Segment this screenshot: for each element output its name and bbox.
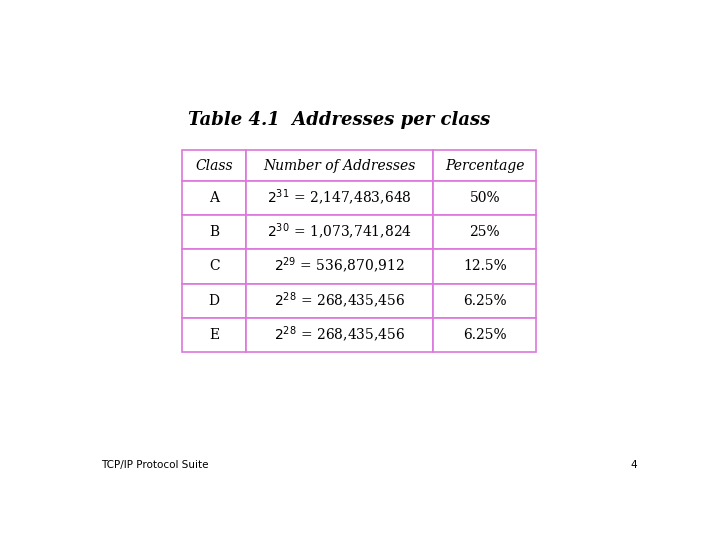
- Text: C: C: [209, 259, 220, 273]
- Bar: [433, 150, 536, 181]
- Text: D: D: [209, 294, 220, 308]
- Bar: [433, 284, 536, 318]
- Bar: [246, 181, 433, 215]
- Bar: [182, 150, 246, 181]
- Text: $2^{28}$ = 268,435,456: $2^{28}$ = 268,435,456: [274, 291, 405, 310]
- Text: B: B: [209, 225, 219, 239]
- Bar: [182, 318, 246, 352]
- Text: 4: 4: [630, 460, 637, 470]
- Bar: [182, 181, 246, 215]
- Bar: [246, 150, 433, 181]
- Text: Percentage: Percentage: [445, 159, 525, 173]
- Bar: [182, 215, 246, 249]
- Text: 6.25%: 6.25%: [463, 328, 507, 342]
- Bar: [246, 284, 433, 318]
- Bar: [182, 284, 246, 318]
- Text: 25%: 25%: [469, 225, 500, 239]
- Text: Class: Class: [195, 159, 233, 173]
- Bar: [246, 215, 433, 249]
- Bar: [433, 215, 536, 249]
- Bar: [433, 181, 536, 215]
- Bar: [182, 249, 246, 284]
- Bar: [433, 249, 536, 284]
- Bar: [433, 318, 536, 352]
- Text: $2^{29}$ = 536,870,912: $2^{29}$ = 536,870,912: [274, 256, 405, 276]
- Text: $2^{30}$ = 1,073,741,824: $2^{30}$ = 1,073,741,824: [267, 222, 413, 242]
- Bar: [246, 249, 433, 284]
- Text: Number of Addresses: Number of Addresses: [264, 159, 416, 173]
- Text: 12.5%: 12.5%: [463, 259, 507, 273]
- Text: Table 4.1  Addresses per class: Table 4.1 Addresses per class: [188, 111, 490, 129]
- Text: 50%: 50%: [469, 191, 500, 205]
- Text: $2^{31}$ = 2,147,483,648: $2^{31}$ = 2,147,483,648: [267, 188, 412, 208]
- Text: E: E: [209, 328, 219, 342]
- Text: A: A: [209, 191, 219, 205]
- Bar: [246, 318, 433, 352]
- Text: TCP/IP Protocol Suite: TCP/IP Protocol Suite: [101, 460, 209, 470]
- Text: 6.25%: 6.25%: [463, 294, 507, 308]
- Text: $2^{28}$ = 268,435,456: $2^{28}$ = 268,435,456: [274, 325, 405, 345]
